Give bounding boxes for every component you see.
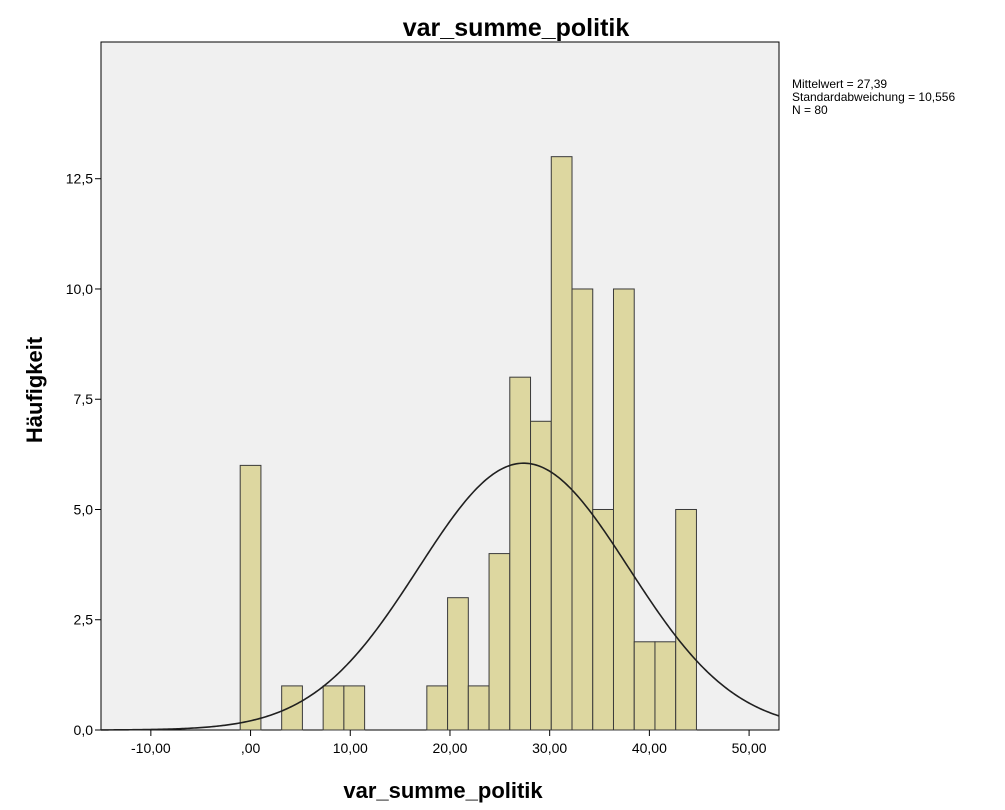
y-axis-label: Häufigkeit [22, 336, 47, 443]
histogram-bar [675, 508, 697, 731]
x-tick-label: 20,00 [432, 740, 467, 756]
normal-curve [100, 462, 780, 731]
x-tick-label: ,00 [241, 740, 261, 756]
histogram-bar [633, 641, 656, 731]
chart-title: var_summe_politik [403, 14, 630, 42]
y-tick-label: 2,5 [74, 612, 94, 628]
x-axis: -10,00 ,00 10,00 20,00 30,00 40,00 50,00 [131, 730, 767, 756]
histogram-bar [612, 288, 635, 731]
x-axis-label: var_summe_politik [343, 778, 543, 803]
y-tick-label: 10,0 [66, 281, 93, 297]
x-tick-label: 50,00 [732, 740, 767, 756]
statistics-legend: Mittelwert = 27,39 Standardabweichung = … [792, 77, 955, 117]
histogram-bar [509, 376, 532, 731]
y-tick-label: 5,0 [74, 501, 94, 517]
histogram-bar [239, 464, 262, 731]
plot-area [100, 41, 780, 731]
x-tick-label: 40,00 [632, 740, 667, 756]
x-tick-label: 30,00 [532, 740, 567, 756]
stat-n: N = 80 [792, 103, 828, 117]
stat-mean: Mittelwert = 27,39 [792, 77, 887, 91]
stat-std-deviation: Standardabweichung = 10,556 [792, 90, 955, 104]
x-tick-label: 10,00 [333, 740, 368, 756]
histogram-bar [343, 685, 366, 731]
histogram-bar [654, 641, 677, 731]
y-tick-label: 7,5 [74, 391, 94, 407]
x-tick-label: -10,00 [131, 740, 171, 756]
histogram-bar [281, 685, 303, 731]
y-tick-label: 0,0 [74, 722, 94, 738]
histogram-bar [322, 685, 345, 731]
y-axis: 0,0 2,5 5,0 7,5 10,0 12,5 [66, 171, 101, 738]
histogram-bar [447, 597, 469, 731]
histogram-bar [488, 553, 511, 731]
histogram-bar [467, 685, 490, 731]
histogram-bars [239, 156, 697, 731]
y-tick-label: 12,5 [66, 171, 93, 187]
histogram-bar [592, 508, 614, 731]
histogram-bar [550, 156, 573, 731]
histogram-bar [426, 685, 449, 731]
